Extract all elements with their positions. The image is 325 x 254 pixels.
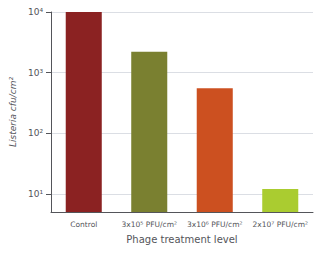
svg-text:Listeria cfu/cm²: Listeria cfu/cm² (8, 77, 18, 147)
svg-text:10²: 10² (28, 128, 43, 138)
svg-text:2x10⁷ PFU/cm²: 2x10⁷ PFU/cm² (253, 220, 308, 229)
svg-text:3x10⁶ PFU/cm²: 3x10⁶ PFU/cm² (187, 220, 242, 229)
svg-text:10⁴: 10⁴ (28, 7, 43, 17)
svg-text:10¹: 10¹ (28, 189, 43, 199)
svg-text:Control: Control (70, 220, 97, 229)
svg-text:10³: 10³ (28, 68, 43, 78)
svg-text:Phage treatment level: Phage treatment level (126, 234, 237, 245)
svg-text:3x10⁵ PFU/cm²: 3x10⁵ PFU/cm² (122, 220, 177, 229)
